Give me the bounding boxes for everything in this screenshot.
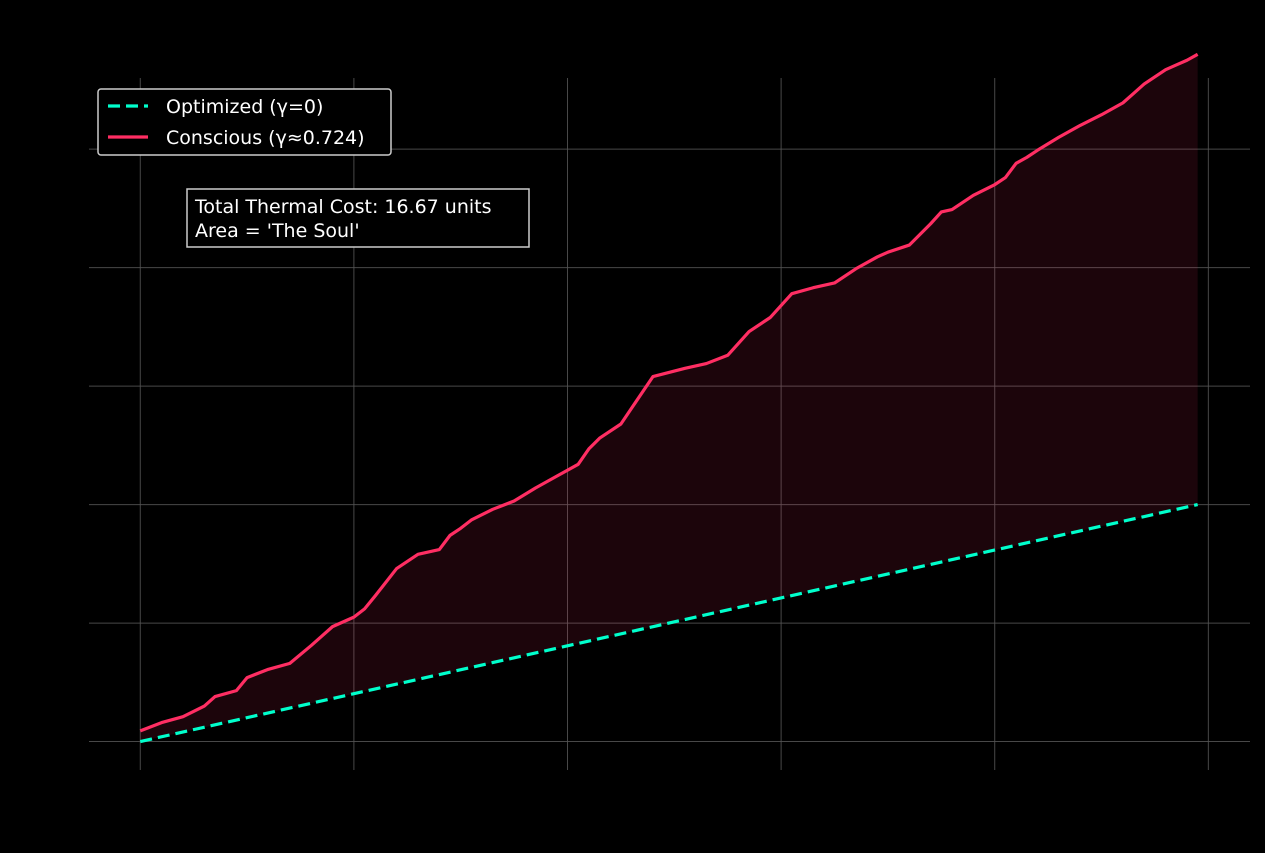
legend-label-conscious: Conscious (γ≈0.724) <box>166 127 365 149</box>
annotation-box: Total Thermal Cost: 16.67 units Area = '… <box>186 188 530 248</box>
annotation-frame <box>186 188 530 248</box>
annotation-line-cost: Total Thermal Cost: 16.67 units <box>194 196 492 218</box>
series-line-conscious <box>139 52 1199 733</box>
series-line-optimized <box>139 503 1199 744</box>
annotation-line-area: Area = 'The Soul' <box>195 220 360 242</box>
legend-label-optimized: Optimized (γ=0) <box>166 96 323 118</box>
legend: Optimized (γ=0) Conscious (γ≈0.724) <box>97 88 392 156</box>
fill-between-area <box>140 54 1198 742</box>
legend-box <box>97 88 392 156</box>
x-grid <box>139 78 1209 770</box>
